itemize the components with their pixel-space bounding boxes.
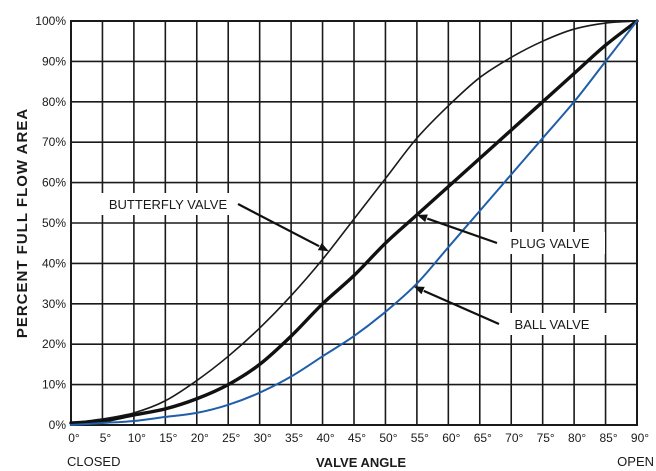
y-tick-label: 0% (49, 418, 67, 432)
annotation-box (497, 313, 607, 335)
annotation-arrowhead (416, 214, 428, 223)
x-tick-label: 65° (474, 431, 492, 445)
y-tick-label: 90% (42, 54, 66, 68)
y-tick-labels: 0% 10% 20% 30% 40% 50% 60% 70% 80% 90% 100% (35, 14, 66, 432)
annotation-label: BALL VALVE (515, 317, 590, 332)
series-line-1 (69, 19, 639, 425)
x-tick-label: 30° (254, 431, 272, 445)
x-start-label: CLOSED (67, 454, 120, 469)
annotation-arrow-line (423, 289, 500, 326)
x-tick-label: 10° (128, 431, 146, 445)
annotation-arrow-line (426, 217, 498, 245)
y-tick-label: 20% (42, 337, 66, 351)
x-tick-label: 40° (316, 431, 334, 445)
y-tick-label: 80% (42, 95, 66, 109)
x-tick-label: 75° (537, 431, 555, 445)
x-tick-label: 50° (379, 431, 397, 445)
x-tick-label: 0° (68, 431, 80, 445)
y-tick-label: 40% (42, 256, 66, 270)
annotation-label: BUTTERFLY VALVE (109, 197, 228, 212)
y-tick-label: 50% (42, 216, 66, 230)
series-line-2 (70, 20, 638, 426)
annotation-arrow-line (237, 203, 320, 248)
x-tick-label: 5° (100, 431, 112, 445)
annotation-arrowhead (413, 286, 425, 295)
x-tick-label: 25° (222, 431, 240, 445)
x-tick-label: 15° (159, 431, 177, 445)
x-end-label: OPEN (617, 454, 654, 469)
x-tick-label: 20° (191, 431, 209, 445)
series-line-0 (70, 20, 638, 424)
annotation-box (92, 193, 244, 215)
series-lines (69, 19, 639, 426)
x-tick-labels: 0° 5° 10° 15° 20° 25° 30° 35° 40° 45° 50° 55° 60° 65°… (68, 431, 649, 445)
x-tick-label: 85° (599, 431, 617, 445)
grid (70, 20, 638, 426)
y-axis-title: PERCENT FULL FLOW AREA (14, 108, 31, 338)
annotation-arrowhead (317, 242, 329, 252)
x-axis-title: VALVE ANGLE (316, 455, 406, 470)
x-tick-label: 80° (568, 431, 586, 445)
x-tick-label: 60° (442, 431, 460, 445)
x-tick-label: 45° (348, 431, 366, 445)
x-tick-label: 55° (411, 431, 429, 445)
y-tick-label: 70% (42, 135, 66, 149)
annotations: BUTTERFLY VALVE PLUG VALVE BALL VALVE (92, 193, 607, 335)
x-tick-label: 90° (631, 431, 649, 445)
x-tick-label: 35° (285, 431, 303, 445)
x-tick-label: 70° (505, 431, 523, 445)
y-tick-label: 60% (42, 176, 66, 190)
y-tick-label: 30% (42, 297, 66, 311)
y-tick-label: 10% (42, 378, 66, 392)
y-tick-label: 100% (35, 14, 66, 28)
plot-frame (70, 20, 638, 426)
annotation-box (495, 232, 605, 254)
annotation-label: PLUG VALVE (511, 236, 590, 251)
